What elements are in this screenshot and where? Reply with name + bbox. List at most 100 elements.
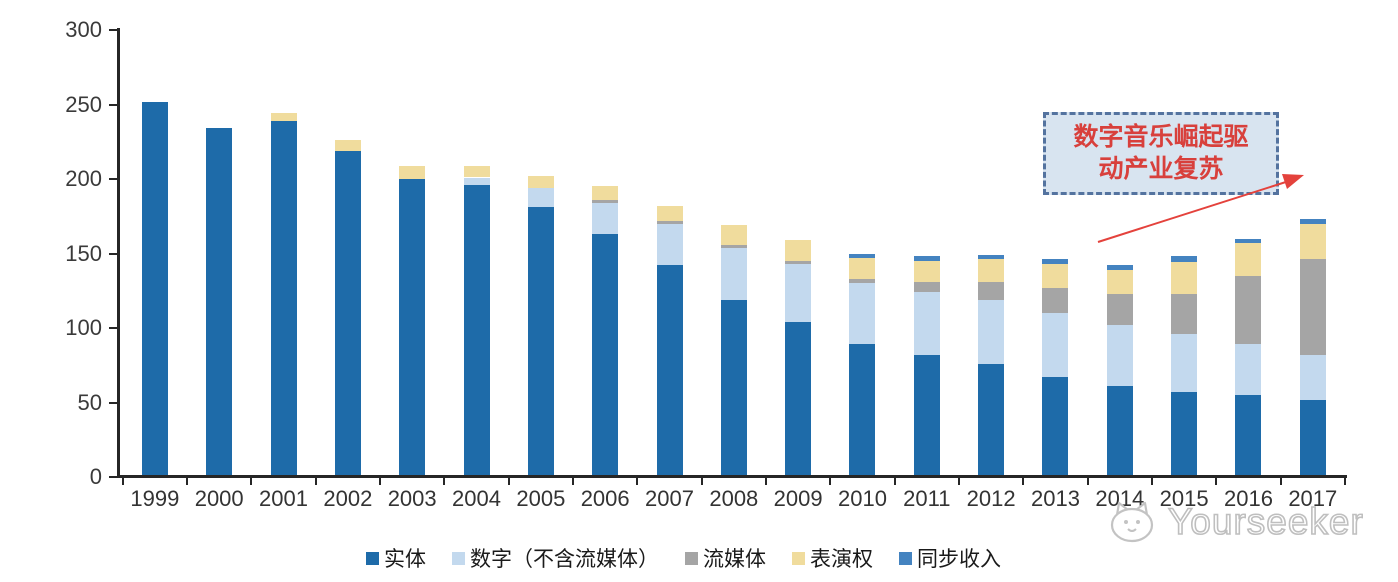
bar-segment-2015-performance-rights xyxy=(1171,262,1198,294)
y-axis-tick xyxy=(109,103,118,106)
x-axis-label-2016: 2016 xyxy=(1223,486,1273,511)
y-axis-line xyxy=(117,28,120,478)
x-axis-tick xyxy=(121,477,124,485)
bar-segment-2013-streaming xyxy=(1042,287,1069,314)
legend-item-performance-rights: 表演权 xyxy=(792,543,873,573)
x-axis-tick xyxy=(314,477,317,485)
legend-marker-streaming xyxy=(685,551,698,565)
y-axis-label: 0 xyxy=(89,464,102,489)
bar-segment-2012-sync-revenue xyxy=(978,254,1005,260)
bar-segment-2014-sync-revenue xyxy=(1106,265,1133,270)
x-axis-tick xyxy=(1343,477,1346,485)
x-axis-tick xyxy=(1086,477,1089,485)
bar-segment-2011-performance-rights xyxy=(913,260,940,282)
x-axis-label-2002: 2002 xyxy=(323,486,373,511)
bar-segment-2013-performance-rights xyxy=(1042,263,1069,288)
x-axis-label-2013: 2013 xyxy=(1031,486,1080,511)
bar-segment-2010-digital-excl-streaming xyxy=(849,283,876,345)
x-axis-label-2012: 2012 xyxy=(966,486,1016,511)
bar-segment-2017-performance-rights xyxy=(1299,223,1326,260)
bar-segment-2009-streaming xyxy=(785,260,812,264)
y-axis-label: 300 xyxy=(65,17,102,42)
bar-segment-2014-digital-excl-streaming xyxy=(1106,325,1133,387)
bar-segment-2009-physical xyxy=(785,322,812,477)
bar-segment-2001-performance-rights xyxy=(270,113,297,121)
y-axis-tick xyxy=(109,476,118,478)
bar-segment-2009-digital-excl-streaming xyxy=(785,263,812,323)
bar-segment-2013-sync-revenue xyxy=(1042,259,1069,264)
bar-segment-2014-performance-rights xyxy=(1106,269,1133,294)
bar-segment-2015-physical xyxy=(1171,392,1198,477)
x-axis-tick xyxy=(572,477,574,485)
y-axis-label: 150 xyxy=(65,240,102,266)
legend-label-performance-rights: 表演权 xyxy=(810,547,873,571)
x-axis-label-2015: 2015 xyxy=(1159,486,1209,511)
x-axis-tick xyxy=(957,477,960,485)
bar-segment-2003-performance-rights xyxy=(399,165,426,179)
bar-segment-2012-physical xyxy=(978,363,1005,477)
bar-segment-2008-performance-rights xyxy=(720,225,747,245)
legend-marker-sync-revenue xyxy=(899,551,912,565)
bar-segment-2016-physical xyxy=(1235,395,1262,477)
bar-segment-2008-digital-excl-streaming xyxy=(720,247,747,300)
bar-segment-2006-digital-excl-streaming xyxy=(592,202,619,235)
y-axis-label: 200 xyxy=(65,166,102,191)
legend-item-digital-excl-streaming: 数字（不含流媒体） xyxy=(452,543,659,573)
bar-segment-2007-digital-excl-streaming xyxy=(656,223,683,266)
annotation-text-line1: 数字音乐崛起驱 xyxy=(1073,123,1249,151)
x-axis-tick xyxy=(636,477,639,485)
legend-item-streaming: 流媒体 xyxy=(685,543,766,573)
x-axis-tick xyxy=(1022,477,1025,485)
bar-segment-2008-physical xyxy=(720,299,747,477)
bar-segment-2015-sync-revenue xyxy=(1171,256,1198,263)
cat-logo-icon xyxy=(1110,501,1154,543)
x-axis-tick xyxy=(765,477,767,485)
bar-segment-2011-streaming xyxy=(913,281,940,293)
bar-segment-2002-performance-rights xyxy=(334,140,361,151)
bar-segment-2010-sync-revenue xyxy=(849,253,876,258)
annotation-text-line2: 动产业复苏 xyxy=(1098,155,1224,183)
y-axis-tick xyxy=(109,178,118,180)
x-axis-label-2003: 2003 xyxy=(387,486,437,511)
legend-marker-performance-rights xyxy=(792,551,805,565)
x-axis-tick xyxy=(1279,477,1282,485)
bar-segment-2015-streaming xyxy=(1171,293,1198,334)
bar-segment-2012-digital-excl-streaming xyxy=(978,299,1005,364)
bar-segment-2011-digital-excl-streaming xyxy=(913,292,940,355)
x-axis-line xyxy=(117,475,1347,478)
x-axis-label-2001: 2001 xyxy=(259,486,308,511)
y-axis-tick xyxy=(109,401,118,404)
x-axis-label-2006: 2006 xyxy=(580,486,630,511)
bar-segment-2016-performance-rights xyxy=(1235,243,1262,276)
x-axis-label-2010: 2010 xyxy=(838,486,887,511)
bar-segment-2014-physical xyxy=(1106,386,1133,477)
bar-segment-2004-performance-rights xyxy=(463,165,490,178)
x-axis-label-2009: 2009 xyxy=(773,486,823,511)
x-axis-label-2000: 2000 xyxy=(194,486,244,511)
bar-segment-2007-streaming xyxy=(656,220,683,224)
x-axis-label-2004: 2004 xyxy=(452,486,501,511)
bar-segment-2011-physical xyxy=(913,354,940,477)
x-axis-tick xyxy=(829,477,832,485)
legend-label-streaming: 流媒体 xyxy=(703,547,766,571)
x-axis-label-2008: 2008 xyxy=(709,486,759,511)
bar-segment-2012-streaming xyxy=(978,281,1005,300)
x-axis-label-1999: 1999 xyxy=(130,486,180,511)
bar-segment-2007-performance-rights xyxy=(656,205,683,221)
x-axis-tick xyxy=(700,477,703,485)
x-axis-label-2007: 2007 xyxy=(645,486,694,511)
bar-segment-2006-physical xyxy=(592,234,619,477)
bar-segment-2000-physical xyxy=(206,128,233,477)
legend-label-sync-revenue: 同步收入 xyxy=(917,547,1001,571)
bar-segment-2016-sync-revenue xyxy=(1235,238,1262,244)
watermark-text: Yourseeker xyxy=(1167,501,1364,543)
legend-marker-physical xyxy=(366,551,379,565)
legend-item-physical: 实体 xyxy=(366,543,426,573)
bar-segment-2011-sync-revenue xyxy=(913,256,940,261)
bar-segment-2017-streaming xyxy=(1299,259,1326,355)
bar-segment-2015-digital-excl-streaming xyxy=(1171,333,1198,393)
bar-segment-2017-physical xyxy=(1299,399,1326,477)
legend: 实体 数字（不含流媒体） 流媒体 表演权 同步收入 xyxy=(366,543,1001,573)
